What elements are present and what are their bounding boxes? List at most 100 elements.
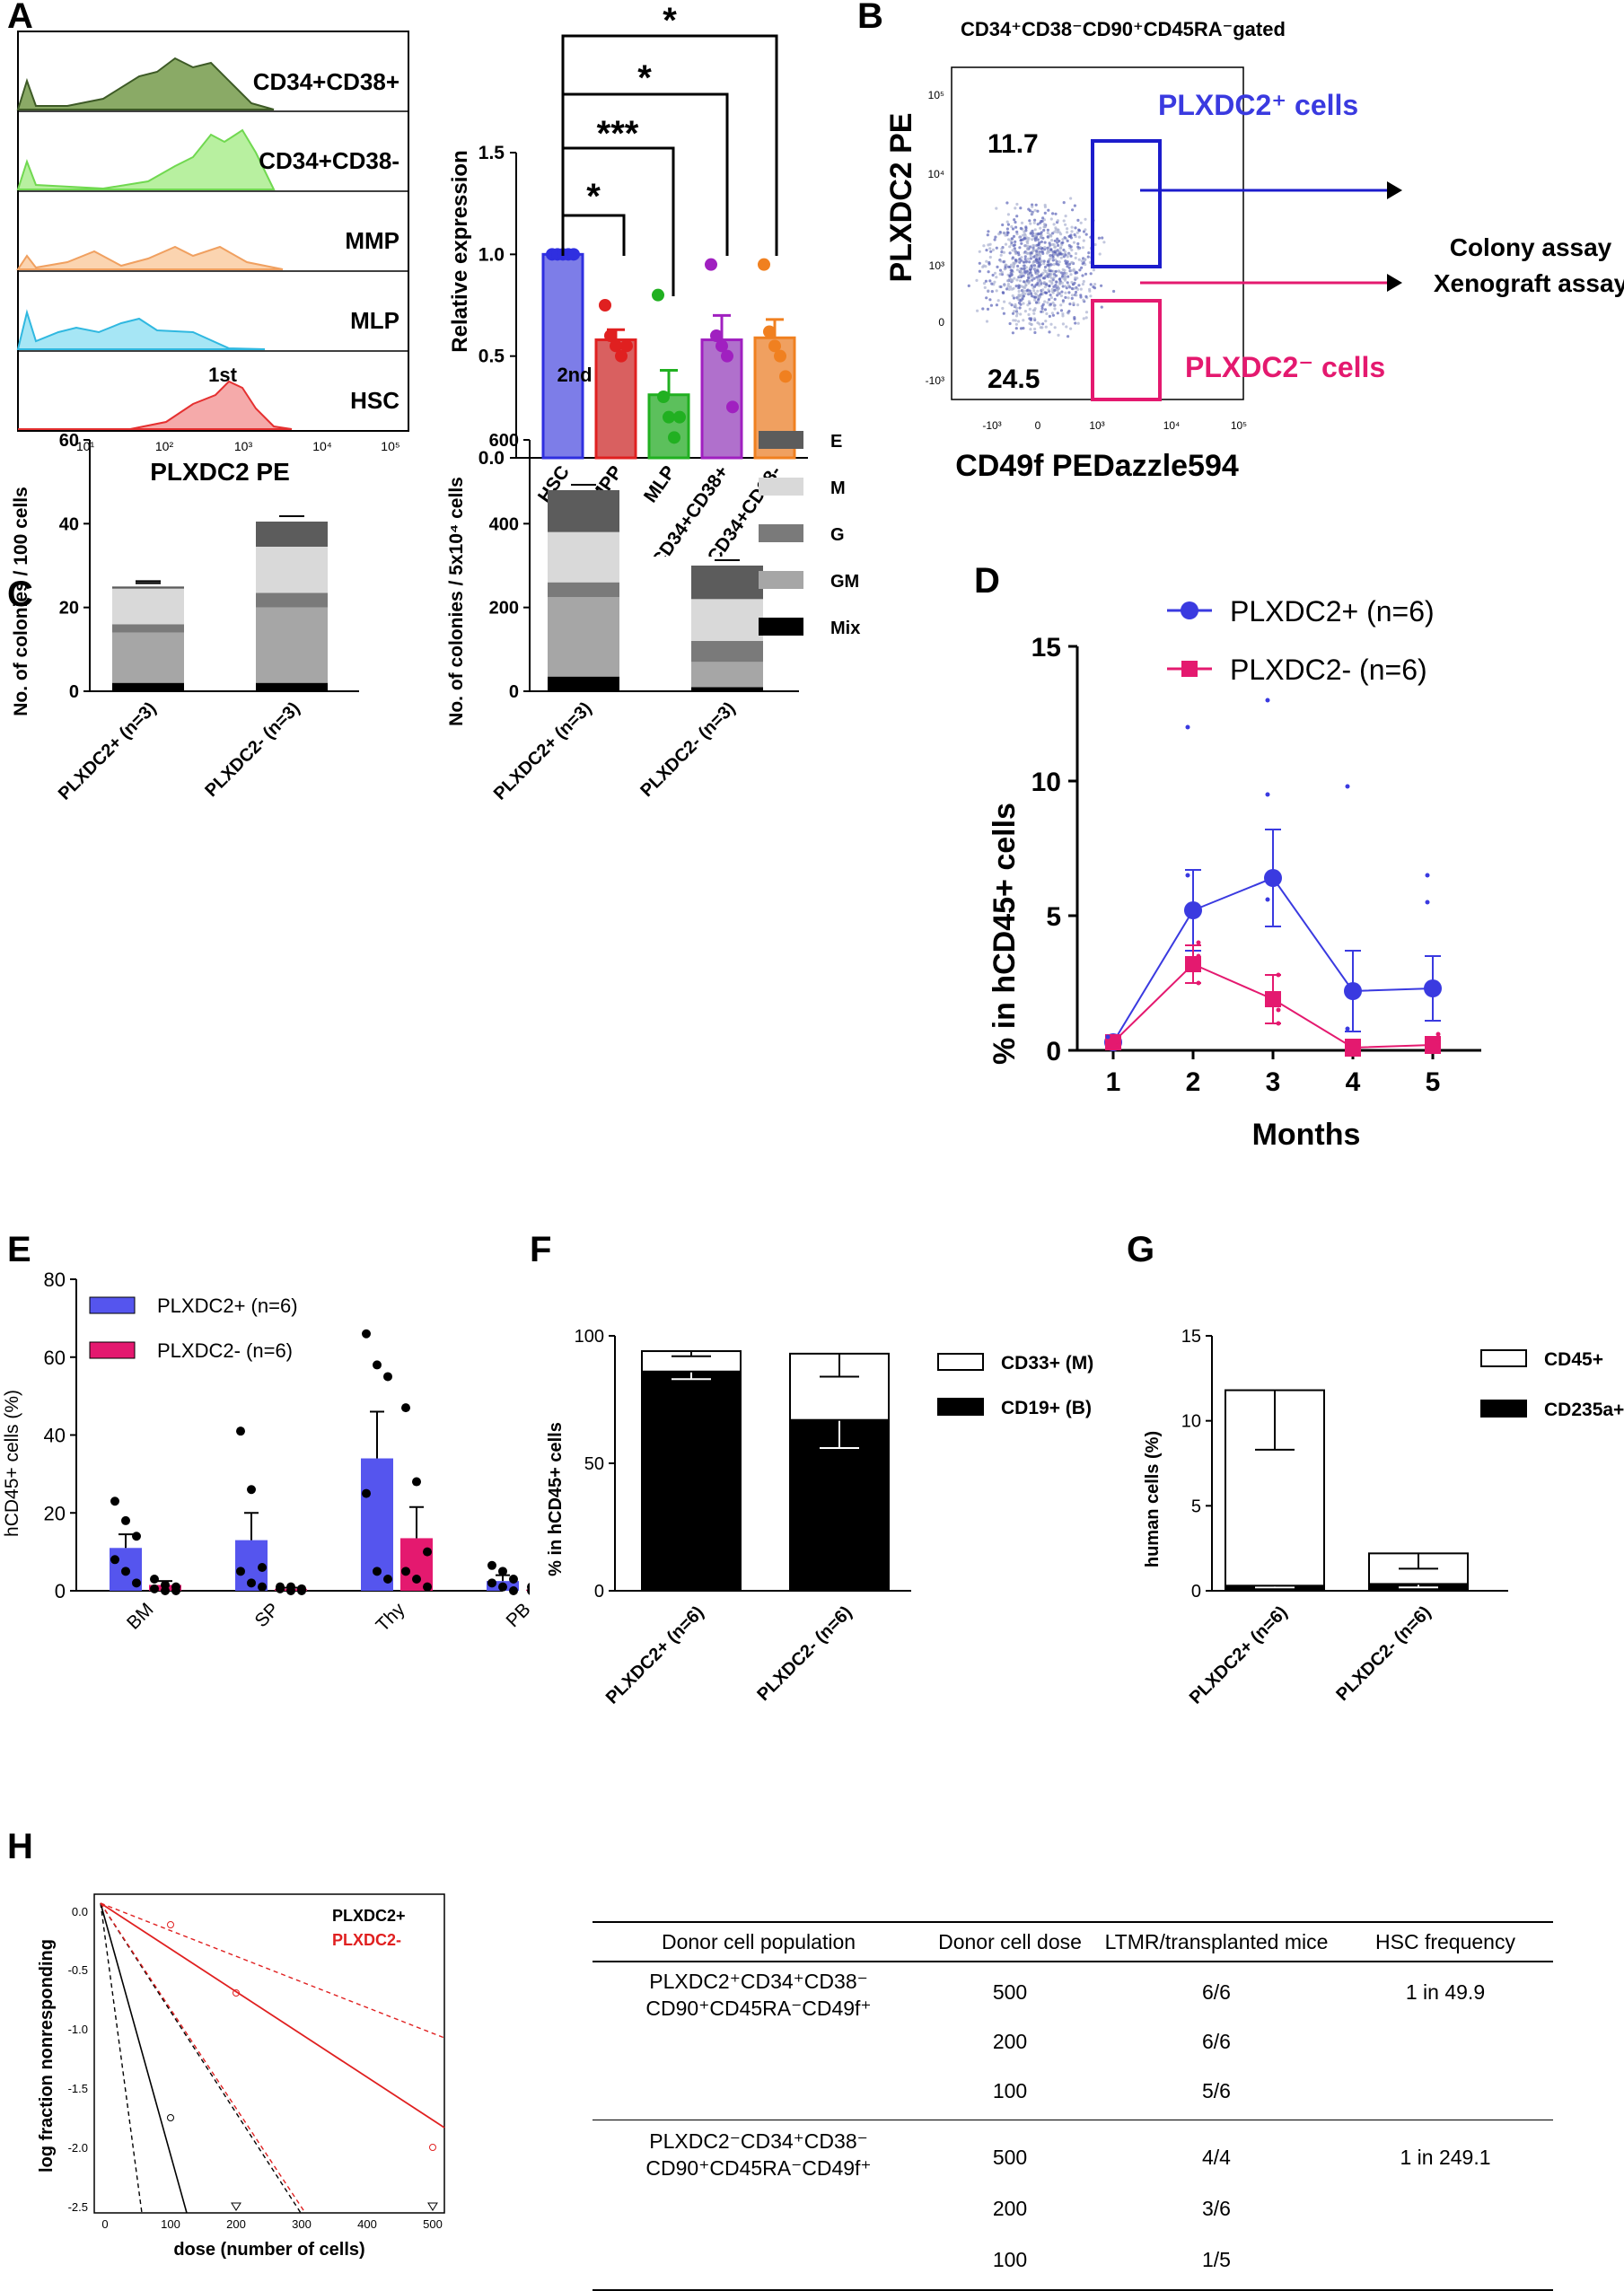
- g-legend: CD45+ CD235a+: [1480, 1349, 1624, 1420]
- c1-y-label: No. of colonies / 100 cells: [11, 487, 31, 716]
- b-event-dot: [1002, 260, 1005, 264]
- b-event-dot: [1031, 278, 1034, 282]
- b-event-dot: [1026, 274, 1031, 277]
- b-event-dot: [1049, 248, 1053, 251]
- b-event-dot: [1069, 245, 1073, 249]
- b-event-dot: [1072, 241, 1076, 244]
- b-event-dot: [1041, 271, 1045, 275]
- e-legend-neg: PLXDC2- (n=6): [157, 1339, 293, 1362]
- b-event-dot: [995, 303, 998, 307]
- panel-label-a: A: [7, 0, 33, 36]
- panel-g-stacked-bar: human cells (%) 0 5 10 15 PLXDC2+ (n=6) PLXDC…: [1143, 1327, 1624, 1708]
- b-event-dot: [1056, 231, 1059, 234]
- e-data-point: [423, 1582, 432, 1592]
- b-event-dot: [1060, 281, 1064, 285]
- b-event-dot: [1018, 235, 1022, 239]
- b-event-dot: [1030, 294, 1034, 298]
- b-event-dot: [988, 247, 992, 250]
- d-x-tick: 2: [1186, 1067, 1201, 1097]
- d-legend-marker-neg: [1181, 661, 1198, 677]
- b-event-dot: [1023, 310, 1027, 313]
- b-event-dot: [1001, 223, 1005, 227]
- b-event-dot: [1060, 290, 1064, 294]
- b-event-dot: [1000, 250, 1004, 254]
- b-event-dot: [1076, 287, 1080, 291]
- b-event-dot: [1043, 308, 1048, 312]
- a-data-point: [599, 299, 611, 312]
- b-event-dot: [1018, 257, 1022, 261]
- a-data-point: [774, 349, 786, 363]
- b-event-dot: [988, 255, 992, 259]
- e-data-point: [487, 1578, 496, 1588]
- b-event-dot: [1037, 301, 1040, 304]
- b-event-dot: [1046, 246, 1049, 250]
- e-data-point: [412, 1574, 421, 1584]
- panel-label-b: B: [857, 0, 883, 36]
- b-event-dot: [1033, 237, 1037, 241]
- frequency-cell: 1 in 249.1: [1400, 2146, 1491, 2169]
- b-event-dot: [1028, 260, 1031, 264]
- c2-y-tick: 200: [489, 599, 519, 619]
- b-event-dot: [983, 285, 987, 289]
- b-event-dot: [1067, 310, 1071, 313]
- b-event-dot: [1089, 294, 1093, 298]
- b-event-dot: [1064, 250, 1067, 254]
- a-y-tick: 0.0: [478, 448, 505, 469]
- f-legend-swatch-cd33: [937, 1353, 984, 1371]
- b-event-dot: [1092, 268, 1095, 272]
- b-event-dot: [1032, 221, 1036, 224]
- b-event-dot: [1065, 271, 1068, 276]
- f-legend-cd33: CD33+ (M): [1001, 1353, 1093, 1374]
- histogram-hsc: [18, 380, 293, 430]
- b-event-dot: [1069, 273, 1073, 276]
- b-event-dot: [1019, 239, 1023, 242]
- b-event-dot: [1043, 241, 1047, 244]
- b-event-dot: [1040, 259, 1043, 263]
- b-event-dot: [1067, 262, 1071, 267]
- b-event-dot: [1054, 228, 1058, 232]
- b-event-dot: [1012, 261, 1015, 265]
- b-event-dot: [1100, 284, 1103, 287]
- b-event-dot: [1004, 233, 1007, 237]
- e-x-tick: SP: [250, 1599, 283, 1631]
- f-bar: [789, 1352, 890, 1421]
- b-event-dot: [994, 235, 997, 239]
- b-event-dot: [1081, 246, 1084, 250]
- b-event-dot: [1058, 270, 1061, 274]
- e-data-point: [297, 1586, 306, 1595]
- c2-y-label: No. of colonies / 5x10⁴ cells: [446, 477, 467, 726]
- g-legend-cd45: CD45+: [1544, 1349, 1603, 1370]
- b-event-dot: [1064, 223, 1067, 226]
- h-y-tick: -2.0: [68, 2141, 88, 2155]
- d-individual-point: [1196, 940, 1201, 945]
- b-event-dot: [988, 279, 992, 283]
- b-event-dot: [1079, 221, 1083, 224]
- b-x-tick: 0: [1035, 419, 1041, 432]
- b-event-dot: [1057, 286, 1060, 291]
- header-frequency: HSC frequency: [1375, 1929, 1515, 1953]
- b-event-dot: [1079, 287, 1083, 291]
- b-event-dot: [1014, 258, 1017, 262]
- b-event-dot: [1013, 276, 1016, 280]
- b-event-dot: [1054, 245, 1058, 249]
- b-event-dot: [1054, 212, 1058, 215]
- b-event-dot: [1026, 288, 1030, 292]
- a-data-point: [705, 258, 717, 271]
- d-individual-point: [1105, 1034, 1110, 1040]
- h-point-neg: [429, 2144, 436, 2151]
- b-event-dot: [1062, 219, 1066, 223]
- histogram-cd34-cd38pos: [16, 57, 275, 110]
- b-event-dot: [987, 230, 990, 233]
- hsc-frequency-table: Donor cell population Donor cell dose LT…: [593, 1921, 1553, 2291]
- c2-bar-mix: [691, 687, 763, 691]
- b-event-dot: [1098, 252, 1102, 256]
- b-event-dot: [1031, 212, 1034, 215]
- d-y-tick: 10: [1031, 768, 1061, 797]
- b-event-dot: [1072, 302, 1075, 305]
- b-event-dot: [1092, 285, 1095, 289]
- c2-x-tick: PLXDC2- (n=3): [636, 698, 739, 801]
- panel-e-bar-chart: hCD45+ cells (%) 0 20 40 60 80 BM SP Thy PB PLXD…: [2, 1268, 530, 1636]
- b-event-dot: [1038, 265, 1041, 268]
- b-event-dot: [996, 265, 999, 268]
- b-event-dot: [1017, 320, 1021, 323]
